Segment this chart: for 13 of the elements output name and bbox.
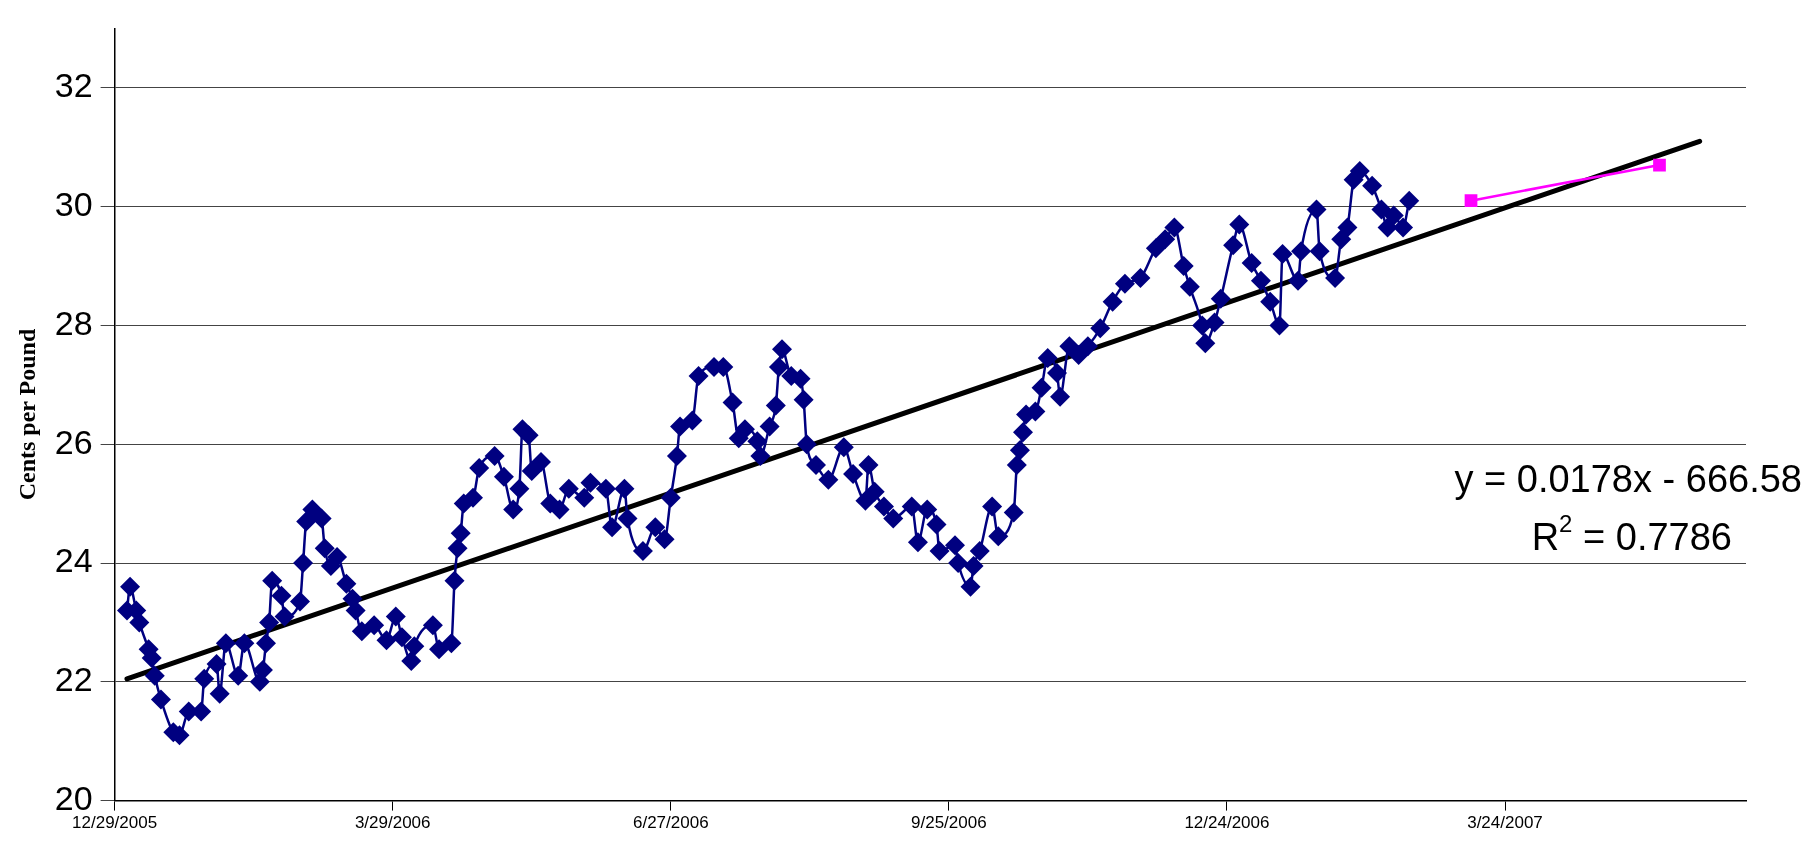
x-tick-label: 12/24/2006 — [1184, 813, 1270, 833]
x-tick-label: 3/29/2006 — [354, 813, 431, 833]
y-tick-label: 28 — [54, 303, 93, 342]
y-tick-label: 22 — [54, 660, 93, 699]
x-tick-label: 3/24/2007 — [1467, 813, 1543, 833]
x-tick-label: 6/27/2006 — [632, 813, 709, 833]
y-tick-label: 26 — [54, 422, 93, 461]
y-axis-title: Cents per Pound — [13, 328, 40, 501]
y-tick-label: 32 — [54, 66, 93, 105]
annotation: y = 0.0178x - 666.58 — [1454, 457, 1802, 500]
y-tick-label: 30 — [54, 184, 93, 223]
y-tick-label: 24 — [54, 541, 93, 580]
x-tick-label: 9/25/2006 — [911, 813, 987, 833]
